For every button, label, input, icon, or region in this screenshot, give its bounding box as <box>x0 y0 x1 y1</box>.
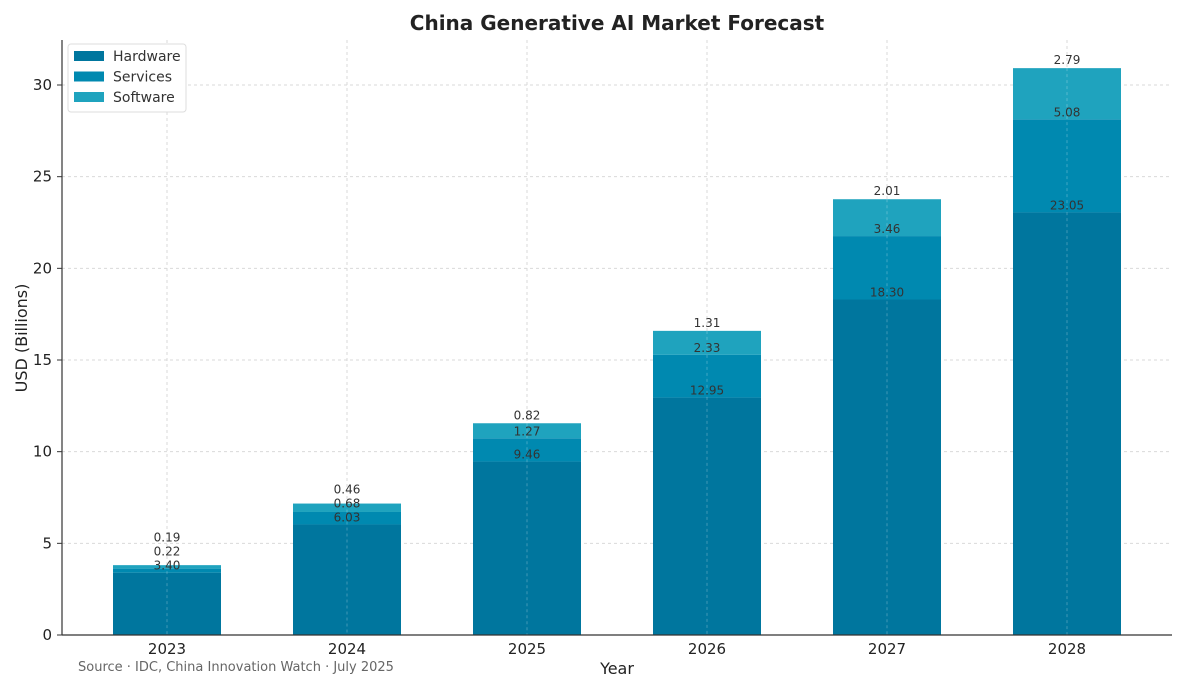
bar-hardware-2026 <box>653 397 761 635</box>
bar-hardware-2023 <box>113 572 221 635</box>
data-label: 1.31 <box>694 316 721 330</box>
bar-services-2024 <box>293 511 401 525</box>
x-tick-label: 2024 <box>328 640 366 658</box>
data-label: 0.46 <box>334 482 361 496</box>
data-label: 3.46 <box>874 222 901 236</box>
bar-software-2027 <box>833 199 941 237</box>
bar-hardware-2027 <box>833 299 941 635</box>
y-tick-label: 30 <box>33 76 52 94</box>
y-axis-label: USD (Billions) <box>12 284 31 393</box>
data-labels: 3.400.220.19 6.030.680.46 9.46 1.27 0.82 12.9… <box>154 53 1085 573</box>
y-tick-label: 0 <box>42 626 52 644</box>
y-tick-label: 5 <box>42 534 52 552</box>
data-label: 9.46 <box>514 448 541 462</box>
data-label: 23.05 <box>1050 198 1084 212</box>
x-tick-label: 2026 <box>688 640 726 658</box>
x-tick-label: 2028 <box>1048 640 1086 658</box>
legend-label: Services <box>113 70 172 86</box>
source-note: Source · IDC, China Innovation Watch · J… <box>78 660 394 675</box>
data-label: 1.27 <box>514 424 541 438</box>
bar-software-2024 <box>293 503 401 512</box>
data-label: 12.95 <box>690 384 724 398</box>
bar-software-2028 <box>1013 68 1121 120</box>
y-tick-label: 20 <box>33 259 52 277</box>
bar-services-2025 <box>473 438 581 462</box>
bar-hardware-2025 <box>473 461 581 635</box>
legend-swatch-hardware <box>74 51 104 61</box>
data-label: 3.40 <box>154 559 181 573</box>
x-tick-label: 2023 <box>148 640 186 658</box>
data-label: 2.01 <box>874 184 901 198</box>
legend-label: Software <box>113 90 175 106</box>
x-axis-label: Year <box>599 659 634 678</box>
bar-software-2025 <box>473 423 581 439</box>
legend-swatch-software <box>74 92 104 102</box>
legend-label: Hardware <box>113 49 181 65</box>
y-tick-label: 25 <box>33 168 52 186</box>
legend-swatch-services <box>74 71 104 82</box>
data-label: 18.30 <box>870 286 904 300</box>
bar-hardware-2028 <box>1013 212 1121 635</box>
y-tick-label: 15 <box>33 351 52 369</box>
grid <box>62 40 1172 635</box>
data-label: 2.33 <box>694 341 721 355</box>
data-label: 0.82 <box>514 408 541 422</box>
bar-services-2023 <box>113 568 221 573</box>
bar-software-2023 <box>113 565 221 569</box>
y-tick-label: 10 <box>33 443 52 461</box>
data-label: 0.22 <box>154 545 181 559</box>
data-label: 0.68 <box>334 496 361 510</box>
data-label: 5.08 <box>1054 105 1081 119</box>
x-ticks: 2023 2024 2025 2026 2027 2028 <box>148 640 1086 658</box>
x-tick-label: 2025 <box>508 640 546 658</box>
bar-software-2026 <box>653 330 761 355</box>
bar-hardware-2024 <box>293 524 401 635</box>
data-label: 6.03 <box>334 510 361 524</box>
legend: Hardware Services Software <box>67 43 187 113</box>
data-label: 2.79 <box>1054 53 1081 67</box>
bar-services-2026 <box>653 354 761 398</box>
bars <box>113 68 1121 635</box>
data-label: 0.19 <box>154 531 181 545</box>
chart-title: China Generative AI Market Forecast <box>410 11 825 35</box>
y-ticks: 0 5 10 15 20 25 30 <box>33 76 62 644</box>
bar-services-2027 <box>833 236 941 300</box>
bar-services-2028 <box>1013 119 1121 213</box>
x-tick-label: 2027 <box>868 640 906 658</box>
